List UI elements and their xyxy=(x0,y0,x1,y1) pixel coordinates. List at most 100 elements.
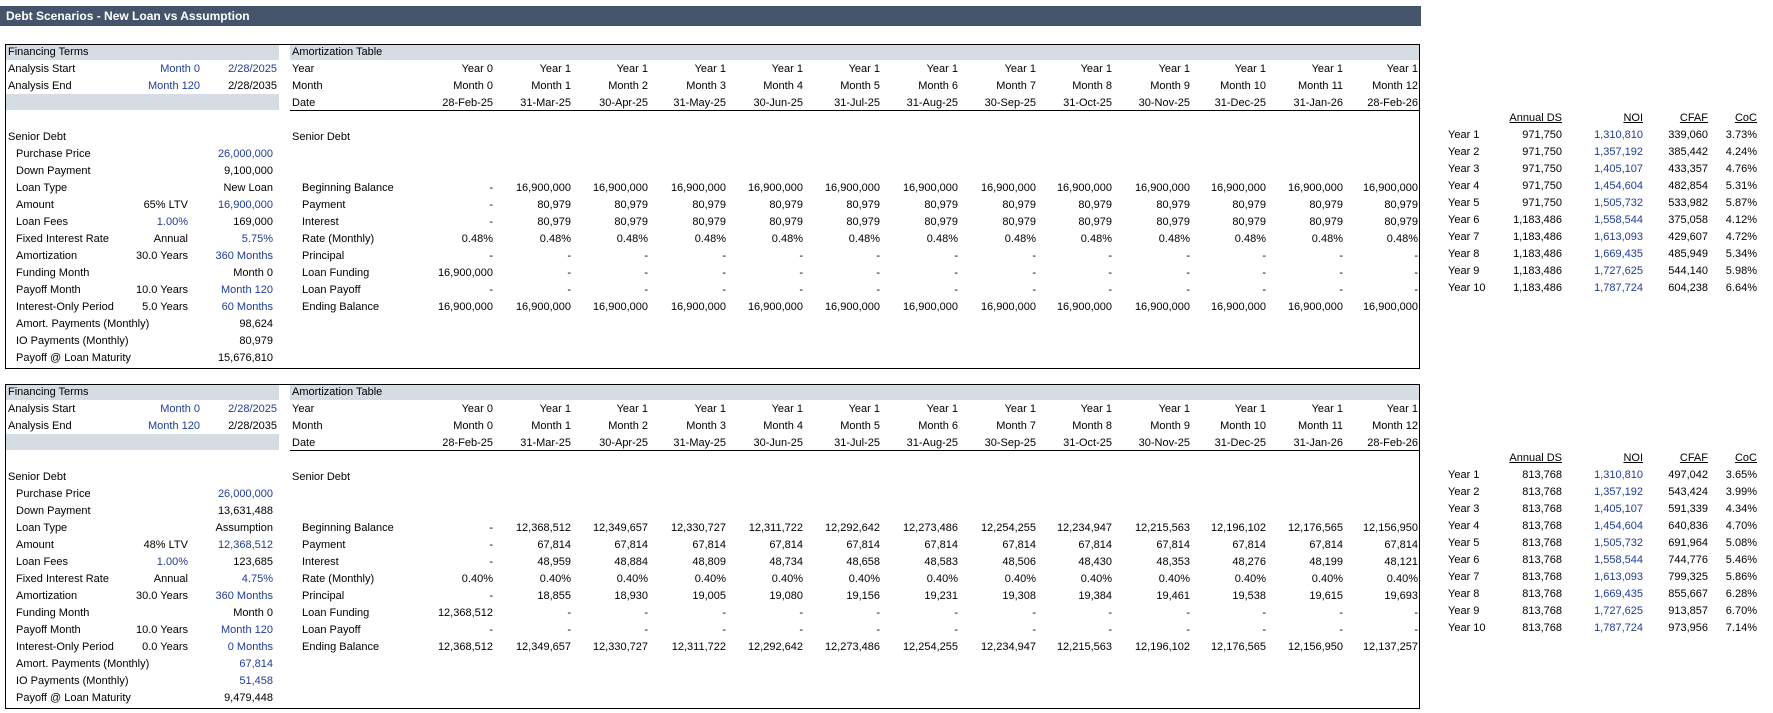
amortization-row-label: Rate (Monthly) xyxy=(302,573,375,585)
date-cell: 31-May-25 xyxy=(673,97,726,109)
amortization-cell: 19,615 xyxy=(1309,590,1343,602)
analysis-end-month: Month 120 xyxy=(148,80,200,92)
amortization-cell: 80,979 xyxy=(692,199,726,211)
financing-term-value: Month 0 xyxy=(233,267,273,279)
amortization-cell: 12,330,727 xyxy=(670,522,726,534)
amortization-cell: 0.48% xyxy=(1386,233,1418,245)
amortization-cell: - xyxy=(1262,624,1266,636)
year-cell: Year 1 xyxy=(1158,403,1190,415)
date-cell: 31-Oct-25 xyxy=(1063,97,1112,109)
amortization-cell: - xyxy=(1186,624,1190,636)
financing-term-detail: 5.0 Years xyxy=(142,301,188,313)
amortization-cell: 80,979 xyxy=(692,216,726,228)
amortization-cell: - xyxy=(489,539,493,551)
amortization-cell: - xyxy=(1414,284,1418,296)
summary-year-label: Year 4 xyxy=(1448,180,1480,192)
year-cell: Year 1 xyxy=(1311,63,1343,75)
financing-term-value: 26,000,000 xyxy=(217,148,273,160)
financing-term-label: Loan Type xyxy=(16,182,68,194)
amortization-cell: - xyxy=(1108,284,1112,296)
month-cell: Month 1 xyxy=(531,420,571,432)
month-cell: Month 9 xyxy=(1150,420,1190,432)
summary-year-label: Year 3 xyxy=(1448,503,1480,515)
financing-term-label: Down Payment xyxy=(16,505,91,517)
amortization-cell: - xyxy=(1262,607,1266,619)
amortization-cell: 48,658 xyxy=(846,556,880,568)
summary-noi: 1,669,435 xyxy=(1594,248,1643,260)
amortization-cell: - xyxy=(1339,607,1343,619)
year-cell: Year 1 xyxy=(1386,403,1418,415)
financing-term-value: New Loan xyxy=(223,182,273,194)
amortization-cell: - xyxy=(489,590,493,602)
amortization-row-label: Loan Funding xyxy=(302,267,370,279)
amortization-cell: 12,368,512 xyxy=(437,607,493,619)
amortization-cell: - xyxy=(1032,607,1036,619)
financing-term-detail: 1.00% xyxy=(156,556,188,568)
amortization-cell: 12,349,657 xyxy=(592,522,648,534)
financing-term-label: Loan Fees xyxy=(16,216,68,228)
amortization-cell: - xyxy=(1108,607,1112,619)
year-cell: Year 1 xyxy=(694,403,726,415)
amortization-cell: 19,231 xyxy=(924,590,958,602)
amortization-row-label: Interest xyxy=(302,216,339,228)
financing-term-value: 4.75% xyxy=(241,573,273,585)
summary-annual-ds: 971,750 xyxy=(1522,146,1562,158)
amortization-cell: 12,234,947 xyxy=(1056,522,1112,534)
amortization-cell: 0.48% xyxy=(1080,233,1112,245)
summary-year-label: Year 10 xyxy=(1448,282,1486,294)
summary-cfaf: 591,339 xyxy=(1668,503,1708,515)
amortization-cell: - xyxy=(489,522,493,534)
financing-term-detail: 10.0 Years xyxy=(136,624,188,636)
analysis-start-date: 2/28/2025 xyxy=(228,63,277,75)
summary-year-label: Year 2 xyxy=(1448,146,1480,158)
amortization-cell: - xyxy=(954,607,958,619)
summary-noi: 1,787,724 xyxy=(1594,622,1643,634)
summary-noi: 1,727,625 xyxy=(1594,265,1643,277)
month-cell: Month 6 xyxy=(918,80,958,92)
summary-year-label: Year 5 xyxy=(1448,537,1480,549)
amortization-cell: 80,979 xyxy=(1002,216,1036,228)
amortization-cell: - xyxy=(799,284,803,296)
summary-year-label: Year 2 xyxy=(1448,486,1480,498)
amortization-cell: - xyxy=(567,250,571,262)
amortization-cell: 80,979 xyxy=(1078,199,1112,211)
amortization-cell: - xyxy=(722,607,726,619)
amortization-cell: - xyxy=(489,216,493,228)
summary-cfaf: 429,607 xyxy=(1668,231,1708,243)
date-row-label: Date xyxy=(292,437,316,449)
amortization-cell: - xyxy=(1032,250,1036,262)
financing-terms-header-band xyxy=(6,385,279,400)
summary-cfaf: 482,854 xyxy=(1668,180,1708,192)
amortization-cell: 19,005 xyxy=(692,590,726,602)
amortization-cell: 80,979 xyxy=(1078,216,1112,228)
amortization-cell: 12,137,257 xyxy=(1362,641,1418,653)
summary-noi: 1,613,093 xyxy=(1594,571,1643,583)
amortization-cell: 12,176,565 xyxy=(1210,641,1266,653)
amortization-cell: 80,979 xyxy=(1002,199,1036,211)
amortization-cell: 80,979 xyxy=(1232,216,1266,228)
month-cell: Month 5 xyxy=(840,80,880,92)
amortization-cell: 67,814 xyxy=(769,539,803,551)
amortization-cell: - xyxy=(722,250,726,262)
financing-term-label: Payoff Month xyxy=(16,624,81,636)
amortization-cell: - xyxy=(799,250,803,262)
month-cell: Month 0 xyxy=(453,80,493,92)
summary-annual-ds: 813,768 xyxy=(1522,622,1562,634)
summary-annual-ds: 1,183,486 xyxy=(1513,282,1562,294)
year-cell: Year 1 xyxy=(1004,403,1036,415)
summary-annual-ds: 813,768 xyxy=(1522,554,1562,566)
summary-coc: 3.73% xyxy=(1725,129,1757,141)
amortization-cell: 16,900,000 xyxy=(980,301,1036,313)
date-cell: 31-Mar-25 xyxy=(520,437,571,449)
summary-cfaf: 913,857 xyxy=(1668,605,1708,617)
summary-year-label: Year 4 xyxy=(1448,520,1480,532)
analysis-start-label: Analysis Start xyxy=(8,63,76,75)
summary-cfaf: 339,060 xyxy=(1668,129,1708,141)
summary-noi: 1,558,544 xyxy=(1594,554,1643,566)
month-cell: Month 0 xyxy=(453,420,493,432)
summary-cfaf: 973,956 xyxy=(1668,622,1708,634)
amortization-cell: - xyxy=(876,267,880,279)
summary-year-label: Year 3 xyxy=(1448,163,1480,175)
date-cell: 30-Jun-25 xyxy=(753,97,803,109)
summary-year-label: Year 7 xyxy=(1448,571,1480,583)
